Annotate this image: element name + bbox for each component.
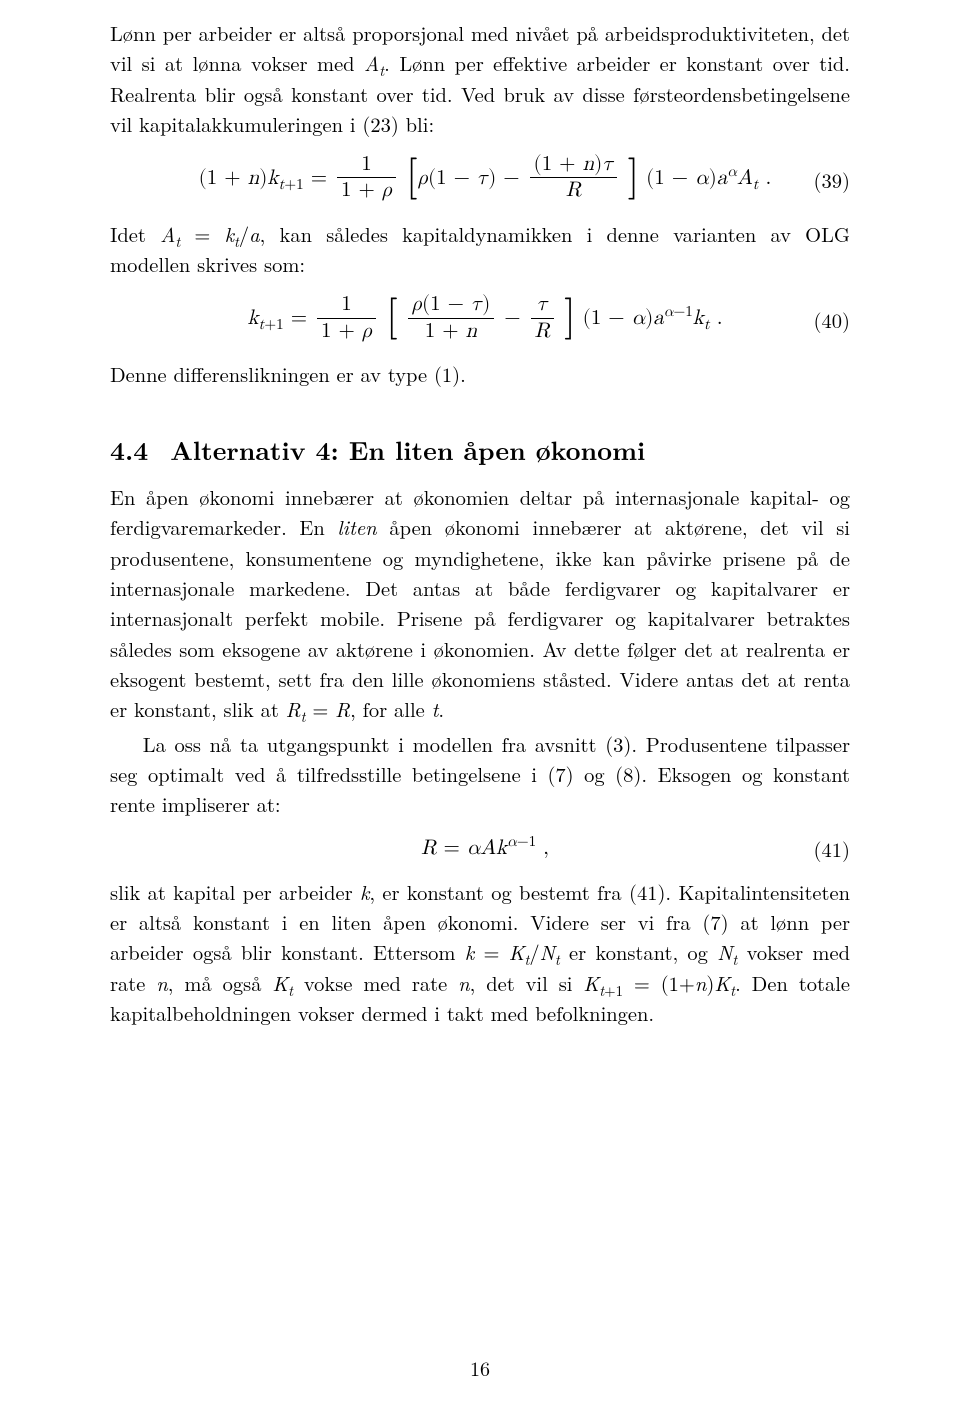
equation-40: kt+1 = 11 + ρ [ ρ(1 − τ)1 + n − τR ] (1 … — [110, 293, 850, 344]
equation-41-body: R = αAkα−1 , — [180, 836, 790, 861]
paragraph-3: Denne differenslikningen er av type (1). — [110, 359, 850, 389]
equation-40-number: (40) — [790, 305, 850, 334]
equation-41-number: (41) — [790, 834, 850, 863]
page-number: 16 — [0, 1353, 960, 1382]
section-title: Alternativ 4: En liten åpen økonomi — [170, 431, 645, 468]
section-number: 4.4 — [110, 431, 148, 468]
equation-41: R = αAkα−1 , (41) — [110, 834, 850, 863]
equation-39: (1 + n)kt+1 = 11 + ρ [ρ(1 − τ) − (1 + n)… — [110, 153, 850, 204]
paragraph-5: La oss nå ta utgangspunkt i modellen fra… — [110, 729, 850, 820]
paragraph-2: Idet At = kt/a, kan således kapitaldynam… — [110, 219, 850, 280]
equation-39-body: (1 + n)kt+1 = 11 + ρ [ρ(1 − τ) − (1 + n)… — [180, 153, 790, 204]
paragraph-6: slik at kapital per arbeider k, er konst… — [110, 877, 850, 1029]
equation-40-body: kt+1 = 11 + ρ [ ρ(1 − τ)1 + n − τR ] (1 … — [180, 293, 790, 344]
page: Lønn per arbeider er altså proporsjonal … — [0, 0, 960, 1414]
section-heading-4-4: 4.4 Alternativ 4: En liten åpen økonomi — [110, 431, 850, 468]
paragraph-1: Lønn per arbeider er altså proporsjonal … — [110, 18, 850, 139]
paragraph-4: En åpen økonomi innebærer at økonomien d… — [110, 482, 850, 725]
equation-39-number: (39) — [790, 165, 850, 194]
